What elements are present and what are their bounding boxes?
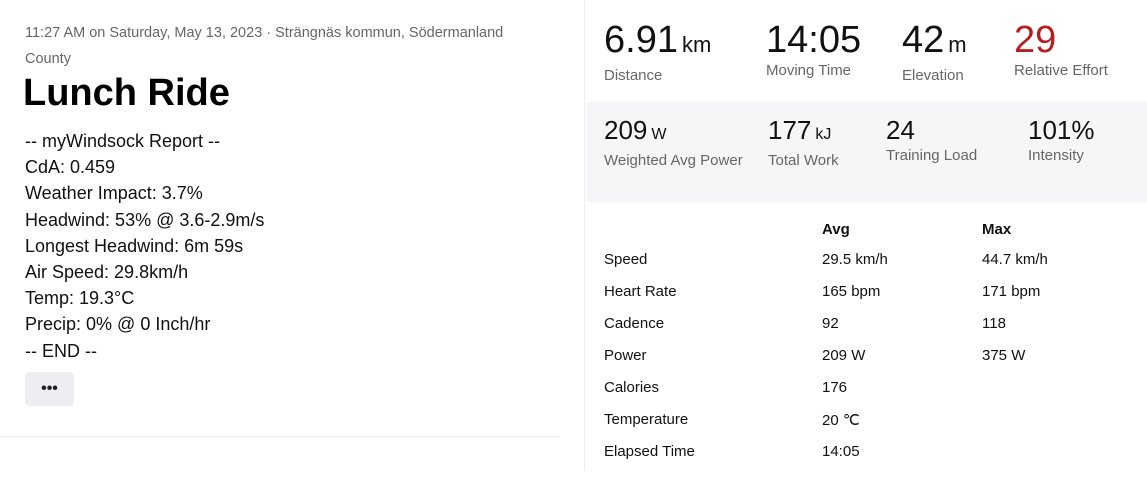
stat-unit: km (681, 32, 712, 57)
stat-training-load[interactable]: 24 Training Load (886, 116, 977, 166)
row-label: Temperature (604, 411, 689, 428)
report-line: Longest Headwind: 6m 59s (25, 235, 244, 256)
stat-relative-effort[interactable]: 29 Relative Effort (1014, 20, 1108, 79)
stat-label: Relative Effort (1014, 62, 1108, 79)
row-max: 118 (982, 315, 1006, 332)
stat-label: Total Work (768, 152, 839, 169)
stat-label: Intensity (1028, 147, 1084, 164)
column-header-avg: Avg (822, 221, 850, 238)
row-max: 171 bpm (982, 283, 1041, 300)
more-options-button[interactable]: ••• (25, 372, 74, 406)
report-line: Air Speed: 29.8km/h (25, 262, 189, 283)
row-avg: 209 W (822, 347, 866, 364)
stat-unit: m (948, 32, 967, 57)
stat-unit: W (651, 126, 667, 143)
stat-value: 42 (902, 19, 945, 61)
divider (0, 436, 560, 437)
stat-moving-time: 14:05 Moving Time (766, 20, 861, 79)
row-max: 375 W (982, 347, 1026, 364)
report-line: -- END -- (25, 340, 97, 361)
secondary-stats-panel (586, 102, 1147, 202)
report-line: Headwind: 53% @ 3.6-2.9m/s (25, 209, 265, 230)
stat-elevation: 42 m Elevation (902, 20, 967, 84)
column-header-max: Max (982, 221, 1012, 238)
report-line: Weather Impact: 3.7% (25, 183, 203, 204)
row-avg: 29.5 km/h (822, 251, 888, 268)
row-avg: 176 (822, 379, 848, 396)
stat-label: Distance (604, 67, 663, 84)
stat-label: Training Load (886, 147, 978, 164)
stat-label: Weighted Avg Power (604, 152, 743, 169)
row-label: Calories (604, 379, 660, 396)
row-avg: 14:05 (822, 443, 860, 460)
divider (584, 0, 585, 470)
row-max: 44.7 km/h (982, 251, 1048, 268)
stat-value: 29 (1014, 19, 1057, 61)
activity-date-location: 11:27 AM on Saturday, May 13, 2023 · Str… (25, 25, 504, 67)
stat-label: Moving Time (766, 62, 852, 79)
row-label: Speed (604, 251, 648, 268)
stat-value: 177 (768, 115, 812, 145)
row-avg: 20 ℃ (822, 412, 860, 429)
row-label: Heart Rate (604, 283, 677, 300)
stat-intensity[interactable]: 101% Intensity (1028, 116, 1095, 166)
stat-value: 101% (1028, 115, 1095, 145)
stat-value: 14:05 (766, 19, 862, 61)
activity-description: -- myWindsock Report -- CdA: 0.459 Weath… (25, 128, 264, 364)
row-label: Cadence (604, 315, 665, 332)
row-avg: 92 (822, 315, 839, 332)
row-label: Elapsed Time (604, 443, 695, 460)
stat-total-work: 177 kJ Total Work (768, 116, 839, 171)
activity-summary: 11:27 AM on Saturday, May 13, 2023 · Str… (0, 0, 560, 484)
stat-unit: kJ (815, 126, 832, 143)
report-line: Temp: 19.3°C (25, 288, 135, 309)
stat-weighted-avg-power: 209 W Weighted Avg Power (604, 116, 744, 171)
report-line: -- myWindsock Report -- (25, 131, 221, 151)
activity-title: Lunch Ride (23, 72, 230, 114)
stat-value: 24 (886, 115, 915, 145)
report-line: Precip: 0% @ 0 Inch/hr (25, 314, 211, 335)
row-label: Power (604, 347, 647, 364)
stat-value: 6.91 (604, 19, 678, 61)
stat-label: Elevation (902, 67, 964, 84)
stat-value: 209 (604, 115, 648, 145)
row-avg: 165 bpm (822, 283, 881, 300)
stat-distance: 6.91 km Distance (604, 20, 711, 84)
report-line: CdA: 0.459 (25, 157, 116, 178)
